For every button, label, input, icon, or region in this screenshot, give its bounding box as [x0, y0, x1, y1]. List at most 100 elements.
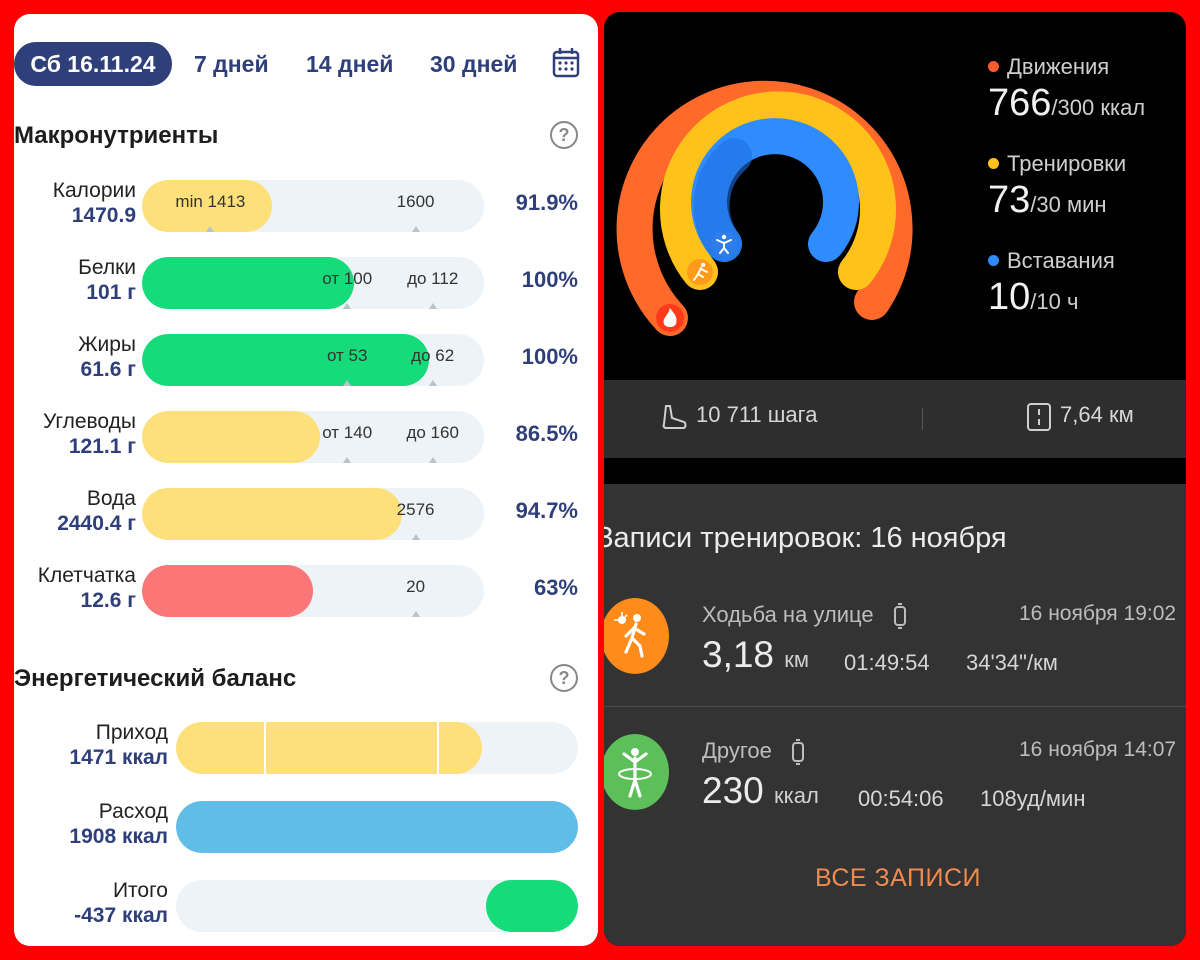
energy-label: Итого -437 ккал	[74, 878, 168, 928]
macro-target-label: 2576	[396, 500, 435, 519]
record-name: Другое	[702, 738, 806, 766]
energy-name: Приход	[95, 721, 168, 744]
legend-value-row: 10/10 ч	[988, 276, 1115, 319]
macro-progress-fill	[142, 257, 355, 309]
macro-label: Вода 2440.4 г	[57, 486, 136, 536]
macro-value: 2440.4 г	[57, 512, 136, 535]
energy-name: Итого	[112, 879, 168, 902]
watch-icon	[792, 739, 805, 766]
macro-target-label: до 160	[406, 423, 459, 442]
energy-title: Энергетический баланс	[14, 665, 297, 692]
energy-value: 1908 ккал	[69, 825, 168, 848]
macro-progress-track: от 53 до 62	[142, 334, 484, 386]
energy-progress-track	[176, 801, 578, 853]
macro-value: 121.1 г	[68, 435, 136, 458]
macro-value: 101 г	[86, 281, 136, 304]
macro-name: Белки	[78, 256, 136, 279]
tab-14-days[interactable]: 14 дней	[306, 51, 394, 77]
activity-legend-item[interactable]: Вставания 10/10 ч	[988, 248, 1115, 319]
macro-progress-fill	[142, 411, 320, 463]
macro-name: Калории	[52, 179, 136, 202]
macro-progress-fill	[142, 180, 272, 232]
energy-value: -437 ккал	[74, 904, 168, 927]
energy-progress-fill	[176, 801, 578, 853]
legend-dot-icon	[988, 60, 999, 72]
macro-percent: 100%	[521, 267, 578, 292]
stats-bar: 10 711 шага 7,64 км	[604, 380, 1186, 458]
activity-panel: Движения 766/300 ккал Тренировки 73/30 мин В…	[604, 12, 1186, 946]
macro-value: 12.6 г	[80, 589, 136, 612]
macro-target-label: 1600	[396, 192, 435, 211]
macro-row: Вода 2440.4 г 2576 94.7%	[14, 486, 598, 542]
macro-target-marker	[343, 457, 352, 463]
legend-label-row: Вставания	[988, 248, 1115, 274]
macro-row: Углеводы 121.1 г от 140 до 160 86.5%	[14, 409, 598, 465]
legend-label-row: Тренировки	[988, 151, 1126, 177]
energy-segment-divider	[437, 722, 440, 774]
legend-target: /10 ч	[1030, 289, 1079, 314]
legend-value: 766	[988, 82, 1052, 124]
macro-target-marker	[428, 457, 437, 463]
legend-value: 73	[988, 179, 1031, 221]
macro-target-label: до 62	[411, 346, 455, 365]
activity-legend-item[interactable]: Тренировки 73/30 мин	[988, 151, 1126, 222]
macro-progress-track: от 140 до 160	[142, 411, 484, 463]
macro-target-marker	[411, 226, 420, 232]
macro-label: Калории 1470.9	[53, 178, 136, 228]
macro-target-marker	[343, 303, 352, 309]
macro-target-marker	[411, 534, 420, 540]
record-date: 16 ноября 14:07	[1019, 738, 1177, 761]
legend-label-row: Движения	[988, 54, 1145, 80]
macro-progress-track: min 1413 1600	[142, 180, 484, 232]
standing-icon	[711, 231, 737, 257]
energy-label: Приход 1471 ккал	[69, 720, 168, 770]
macro-label: Углеводы 121.1 г	[43, 409, 136, 459]
macro-target-marker	[428, 303, 437, 309]
activity-rings[interactable]	[604, 36, 964, 356]
energy-segment-divider	[264, 722, 267, 774]
record-duration: 00:54:06	[858, 786, 944, 811]
distance-icon	[1027, 403, 1051, 431]
flame-icon	[656, 304, 684, 332]
energy-row: Приход 1471 ккал	[14, 720, 598, 776]
macro-name: Вода	[86, 487, 136, 510]
macro-value: 61.6 г	[80, 358, 136, 381]
macro-target-label: от 53	[326, 346, 368, 365]
help-icon[interactable]: ?	[550, 664, 578, 692]
legend-target: /300 ккал	[1051, 95, 1146, 120]
tab-day[interactable]: Сб 16.11.24	[14, 42, 172, 86]
workout-record[interactable]: Другое 16 ноября 14:07 230 ккал 00:54:06…	[604, 734, 1186, 854]
macro-row: Клетчатка 12.6 г 20 63%	[14, 563, 598, 619]
legend-label: Движения	[1007, 54, 1110, 79]
macro-target-label: 20	[406, 577, 426, 596]
legend-label: Вставания	[1007, 248, 1115, 273]
macro-value: 1470.9	[71, 204, 136, 227]
records-title: Записи тренировок: 16 ноября	[604, 522, 1007, 554]
help-icon[interactable]: ?	[550, 121, 578, 149]
macro-name: Клетчатка	[37, 564, 136, 587]
energy-row: Итого -437 ккал	[14, 878, 598, 934]
distance-stat: 7,64 км	[1060, 402, 1134, 427]
legend-label: Тренировки	[1007, 151, 1127, 176]
tab-30-days[interactable]: 30 дней	[430, 51, 518, 77]
legend-value: 10	[988, 276, 1031, 318]
macro-progress-track: 20	[142, 565, 484, 617]
energy-row: Расход 1908 ккал	[14, 799, 598, 855]
record-main-value: 3,18 км	[702, 634, 810, 675]
energy-value: 1471 ккал	[69, 746, 168, 769]
watch-icon	[893, 603, 906, 630]
all-records-button[interactable]: ВСЕ ЗАПИСИ	[815, 864, 981, 892]
energy-name: Расход	[98, 800, 168, 823]
tab-7-days[interactable]: 7 дней	[194, 51, 269, 77]
calendar-icon[interactable]	[552, 46, 580, 78]
workout-record[interactable]: Ходьба на улице 16 ноября 19:02 3,18 км …	[604, 598, 1186, 718]
legend-dot-icon	[988, 254, 999, 266]
macro-target-label: от 140	[322, 423, 373, 442]
macro-percent: 63%	[533, 575, 578, 600]
activity-legend-item[interactable]: Движения 766/300 ккал	[988, 54, 1145, 125]
ring-workouts	[660, 91, 896, 290]
record-heart-rate: 108уд/мин	[980, 786, 1086, 811]
macro-row: Белки 101 г от 100 до 112 100%	[14, 255, 598, 311]
workout-records: Записи тренировок: 16 ноября Ходьба на у…	[604, 484, 1186, 946]
macros-title: Макронутриенты	[14, 122, 219, 149]
